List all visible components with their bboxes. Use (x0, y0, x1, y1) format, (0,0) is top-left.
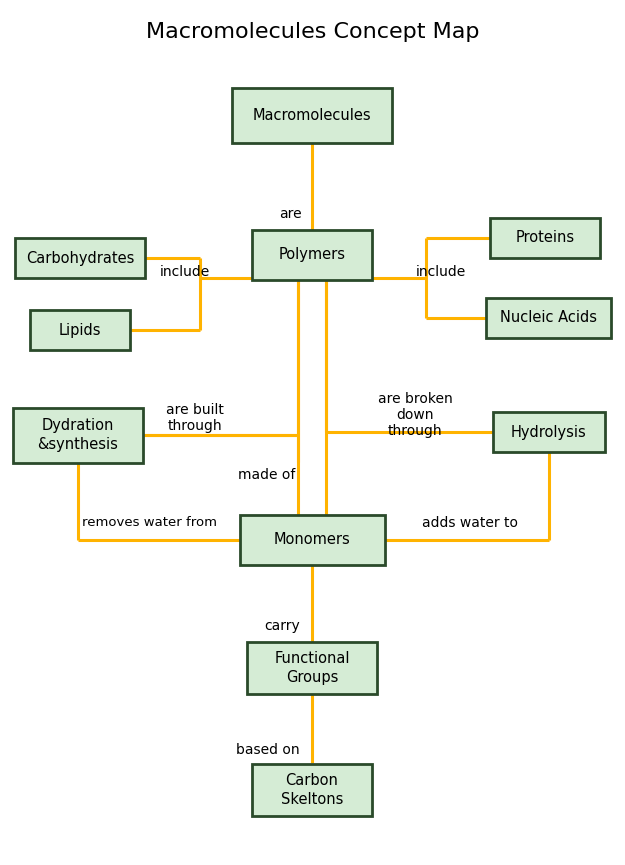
Text: are broken
down
through: are broken down through (378, 392, 452, 439)
FancyBboxPatch shape (239, 515, 384, 565)
FancyBboxPatch shape (486, 298, 611, 338)
Text: Lipids: Lipids (59, 323, 101, 337)
Text: Proteins: Proteins (516, 230, 574, 246)
Text: Macromolecules: Macromolecules (253, 107, 371, 123)
FancyBboxPatch shape (13, 407, 143, 463)
Text: Nucleic Acids: Nucleic Acids (499, 311, 596, 325)
FancyBboxPatch shape (30, 310, 130, 350)
FancyBboxPatch shape (15, 238, 145, 278)
FancyBboxPatch shape (232, 87, 392, 143)
Text: made of: made of (238, 468, 295, 482)
Text: Dydration
&synthesis: Dydration &synthesis (38, 418, 119, 452)
Text: Polymers: Polymers (279, 247, 346, 262)
Text: Carbon
Skeltons: Carbon Skeltons (281, 773, 343, 807)
FancyBboxPatch shape (493, 412, 605, 452)
FancyBboxPatch shape (247, 642, 377, 694)
Text: removes water from: removes water from (82, 516, 217, 529)
Text: carry: carry (264, 619, 300, 633)
Text: adds water to: adds water to (422, 516, 518, 530)
FancyBboxPatch shape (490, 218, 600, 258)
Text: Macromolecules Concept Map: Macromolecules Concept Map (146, 22, 479, 42)
Text: Functional
Groups: Functional Groups (274, 651, 350, 685)
Text: Carbohydrates: Carbohydrates (26, 251, 134, 266)
Text: based on: based on (236, 743, 300, 757)
Text: are: are (279, 207, 302, 221)
Text: Monomers: Monomers (274, 533, 351, 548)
Text: include: include (416, 265, 466, 279)
Text: Hydrolysis: Hydrolysis (511, 425, 587, 439)
FancyBboxPatch shape (252, 764, 372, 816)
Text: include: include (160, 265, 210, 279)
FancyBboxPatch shape (252, 230, 372, 280)
Text: are built
through: are built through (166, 403, 224, 433)
